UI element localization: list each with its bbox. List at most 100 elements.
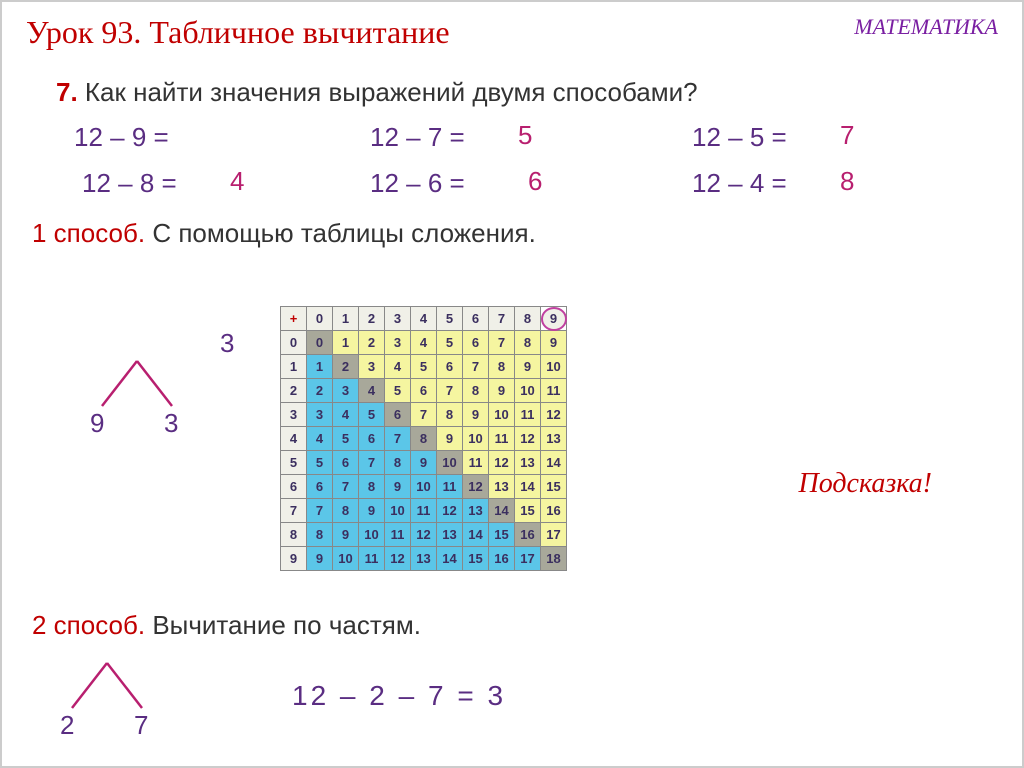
table-cell: 11 [463,451,489,475]
table-cell: 4 [411,307,437,331]
table-cell: 8 [489,355,515,379]
tree2-right: 7 [134,710,148,741]
decomposition-tree-1: 9 3 [92,356,182,416]
table-cell: 2 [359,331,385,355]
table-cell: 13 [463,499,489,523]
hint-label: Подсказка! [799,468,933,500]
table-cell: 5 [385,379,411,403]
expression-answer: 5 [518,120,532,151]
table-cell: 6 [437,355,463,379]
table-cell: 0 [307,331,333,355]
question: 7. Как найти значения выражений двумя сп… [2,59,1022,118]
table-cell: 5 [359,403,385,427]
expression: 12 – 9 = [74,122,169,153]
table-cell: 6 [307,475,333,499]
table-cell: 8 [437,403,463,427]
table-cell: 11 [489,427,515,451]
expression: 12 – 8 = [82,168,177,199]
table-cell: 15 [489,523,515,547]
table-cell: 9 [515,355,541,379]
three-label: 3 [220,328,234,359]
table-cell: 11 [541,379,567,403]
tree1-left: 9 [90,408,104,439]
method2-text: Вычитание по частям. [145,610,421,640]
table-cell: 7 [411,403,437,427]
table-cell: 12 [437,499,463,523]
table-cell: 9 [281,547,307,571]
table-cell: 2 [333,355,359,379]
expression: 12 – 6 = [370,168,465,199]
table-cell: 7 [307,499,333,523]
header: Урок 93. Табличное вычитание МАТЕМАТИКА [2,2,1022,59]
table-cell: 10 [359,523,385,547]
table-cell: 12 [385,547,411,571]
table-cell: 6 [411,379,437,403]
table-cell: 5 [411,355,437,379]
lesson-title: Урок 93. Табличное вычитание [26,14,450,51]
table-cell: 15 [463,547,489,571]
table-cell: 15 [541,475,567,499]
expression: 12 – 4 = [692,168,787,199]
question-text: Как найти значения выражений двумя спосо… [78,77,698,107]
table-cell: 7 [359,451,385,475]
table-cell: 7 [463,355,489,379]
table-cell: 10 [411,475,437,499]
table-cell: 9 [463,403,489,427]
table-cell: 18 [541,547,567,571]
table-cell: 13 [541,427,567,451]
table-cell: 3 [359,355,385,379]
expression-answer: 6 [528,166,542,197]
table-cell: 2 [281,379,307,403]
decomposition-tree-2: 2 7 [62,658,152,718]
table-cell: 16 [515,523,541,547]
method2: 2 способ. Вычитание по частям. [32,610,421,641]
table-cell: 5 [333,427,359,451]
table-cell: 3 [385,307,411,331]
table-cell: 12 [411,523,437,547]
table-cell: 7 [281,499,307,523]
table-cell: 11 [515,403,541,427]
table-cell: 1 [333,307,359,331]
table-cell: 4 [359,379,385,403]
expression-answer: 7 [840,120,854,151]
table-cell: 9 [307,547,333,571]
table-cell: 5 [437,307,463,331]
table-cell: 3 [385,331,411,355]
table-cell: 15 [515,499,541,523]
subject-label: МАТЕМАТИКА [854,14,998,40]
table-cell: 8 [359,475,385,499]
table-cell: 8 [281,523,307,547]
table-cell: 1 [333,331,359,355]
table-cell: 14 [489,499,515,523]
table-cell: 4 [281,427,307,451]
table-cell: 6 [463,307,489,331]
table-cell: 13 [437,523,463,547]
table-cell: 7 [385,427,411,451]
table-cell: 13 [411,547,437,571]
table-cell: 4 [307,427,333,451]
table-cell: 17 [541,523,567,547]
table-cell: 4 [333,403,359,427]
table-cell: 11 [385,523,411,547]
table-cell: 1 [307,355,333,379]
table-cell: 10 [515,379,541,403]
table-cell: 16 [541,499,567,523]
table-cell: 10 [437,451,463,475]
table-cell: 12 [489,451,515,475]
table-cell: 9 [411,451,437,475]
method1: 1 способ. С помощью таблицы сложения. [2,218,1022,249]
table-cell: 10 [541,355,567,379]
table-cell: 8 [307,523,333,547]
method1-text: С помощью таблицы сложения. [145,218,536,248]
expression-answer: 8 [840,166,854,197]
table-cell: 11 [437,475,463,499]
table-cell: 9 [541,331,567,355]
table-cell: 10 [463,427,489,451]
table-cell: 2 [307,379,333,403]
table-cell: 7 [489,331,515,355]
table-cell: 4 [411,331,437,355]
table-cell: 3 [333,379,359,403]
table-cell: 5 [281,451,307,475]
table-cell: 12 [541,403,567,427]
method2-label: 2 способ. [32,610,145,640]
